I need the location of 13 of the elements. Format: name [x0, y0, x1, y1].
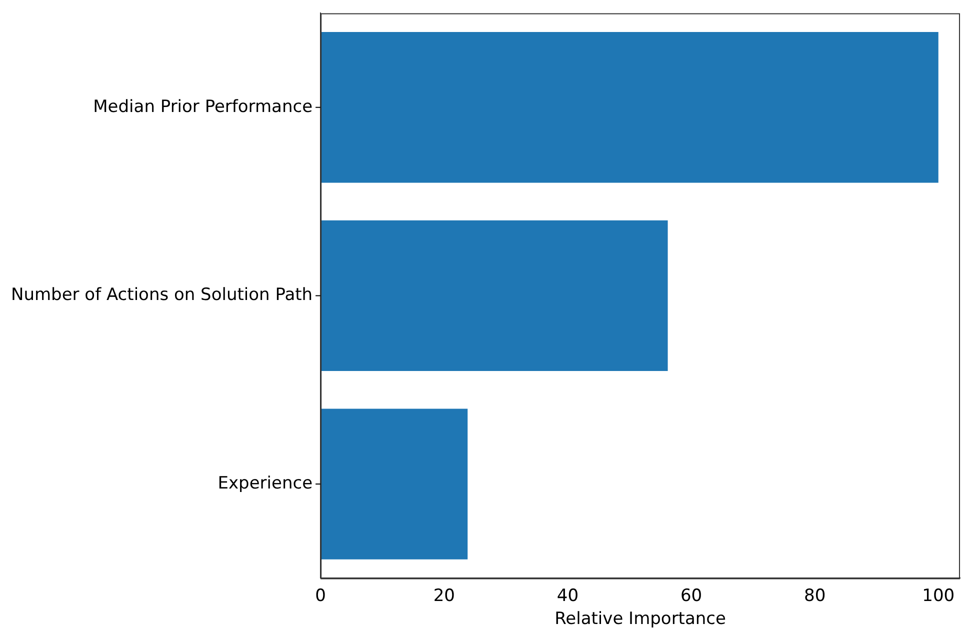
x-tick-label: 80	[804, 586, 826, 606]
y-tick-label: Number of Actions on Solution Path	[10, 285, 313, 306]
bar	[320, 32, 938, 183]
x-tick-label: 60	[680, 586, 702, 606]
x-tick-label: 20	[433, 586, 455, 606]
bar	[320, 220, 668, 372]
x-tick-label: 100	[922, 586, 955, 606]
x-tick-label: 0	[315, 586, 326, 606]
x-tick-label: 40	[556, 586, 579, 606]
bar	[320, 408, 468, 560]
y-tick-label: Experience	[218, 473, 313, 494]
x-axis-title: Relative Importance	[554, 609, 726, 630]
y-tick-label: Median Prior Performance	[93, 96, 313, 117]
